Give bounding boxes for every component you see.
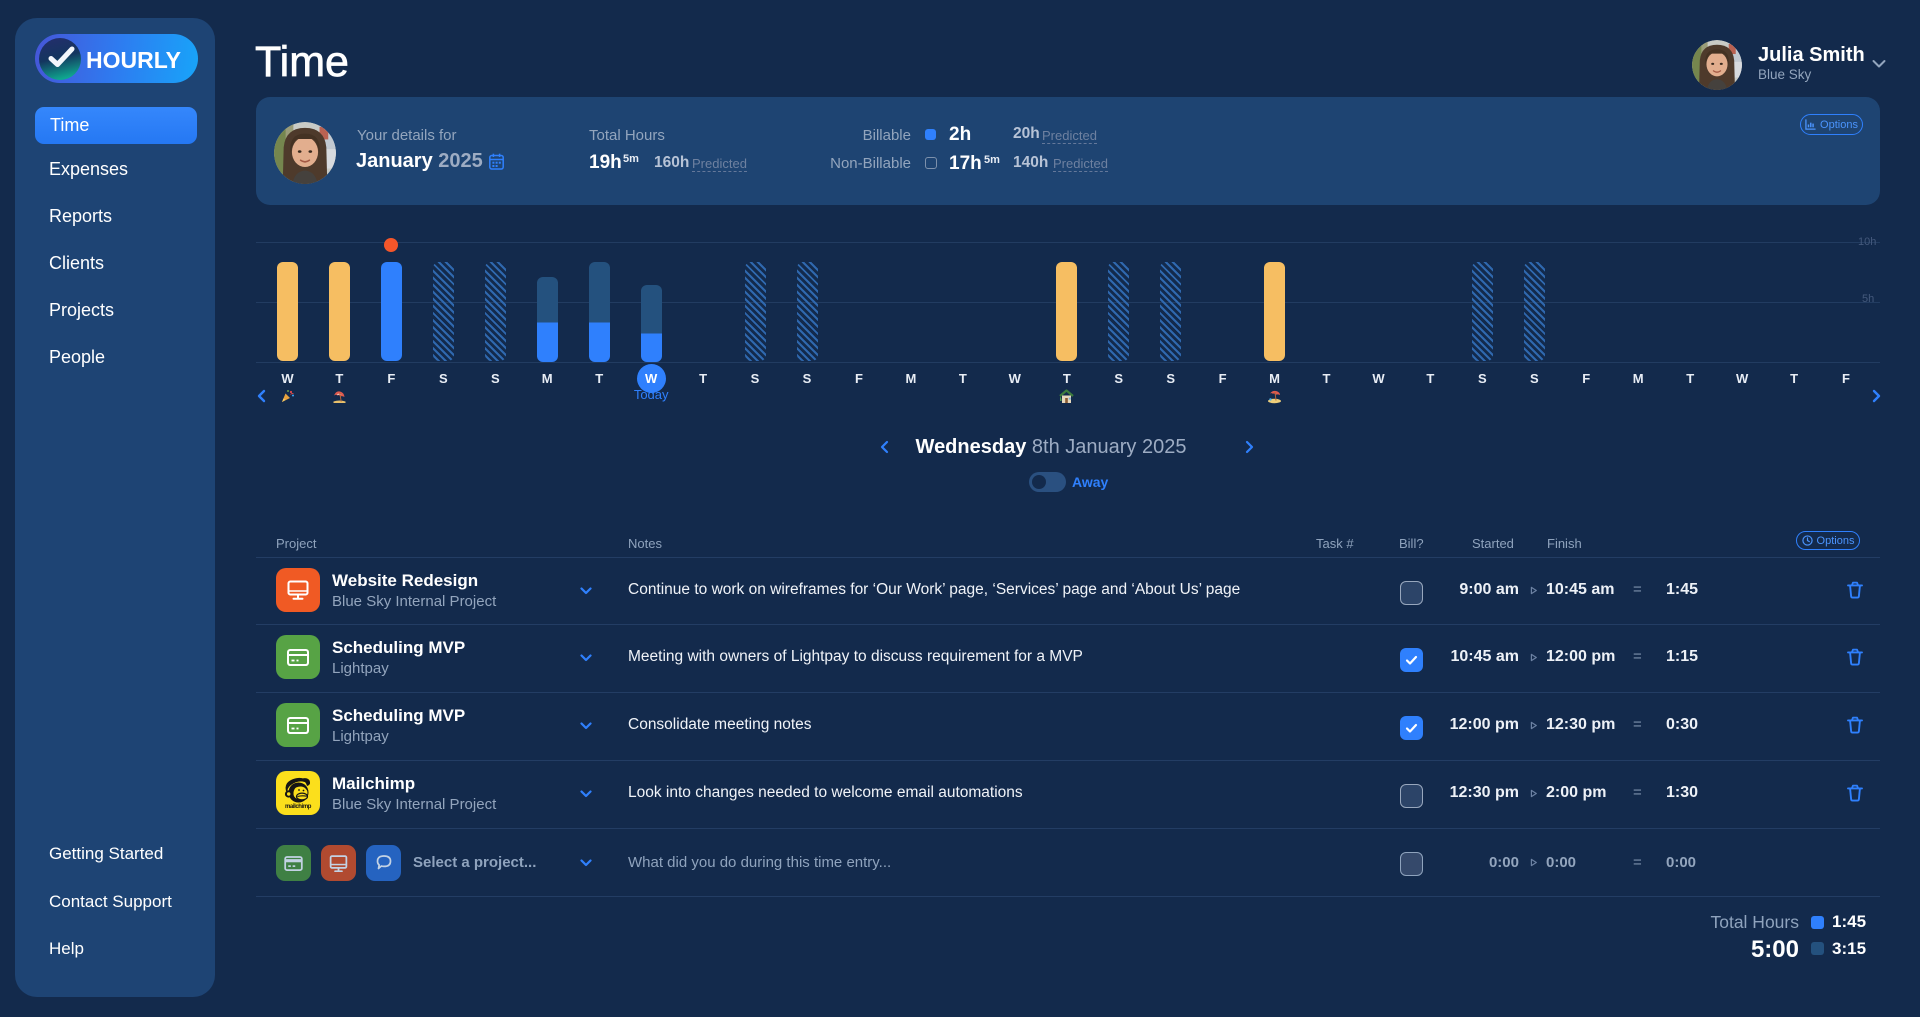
svg-text:mailchimp: mailchimp <box>285 804 312 810</box>
